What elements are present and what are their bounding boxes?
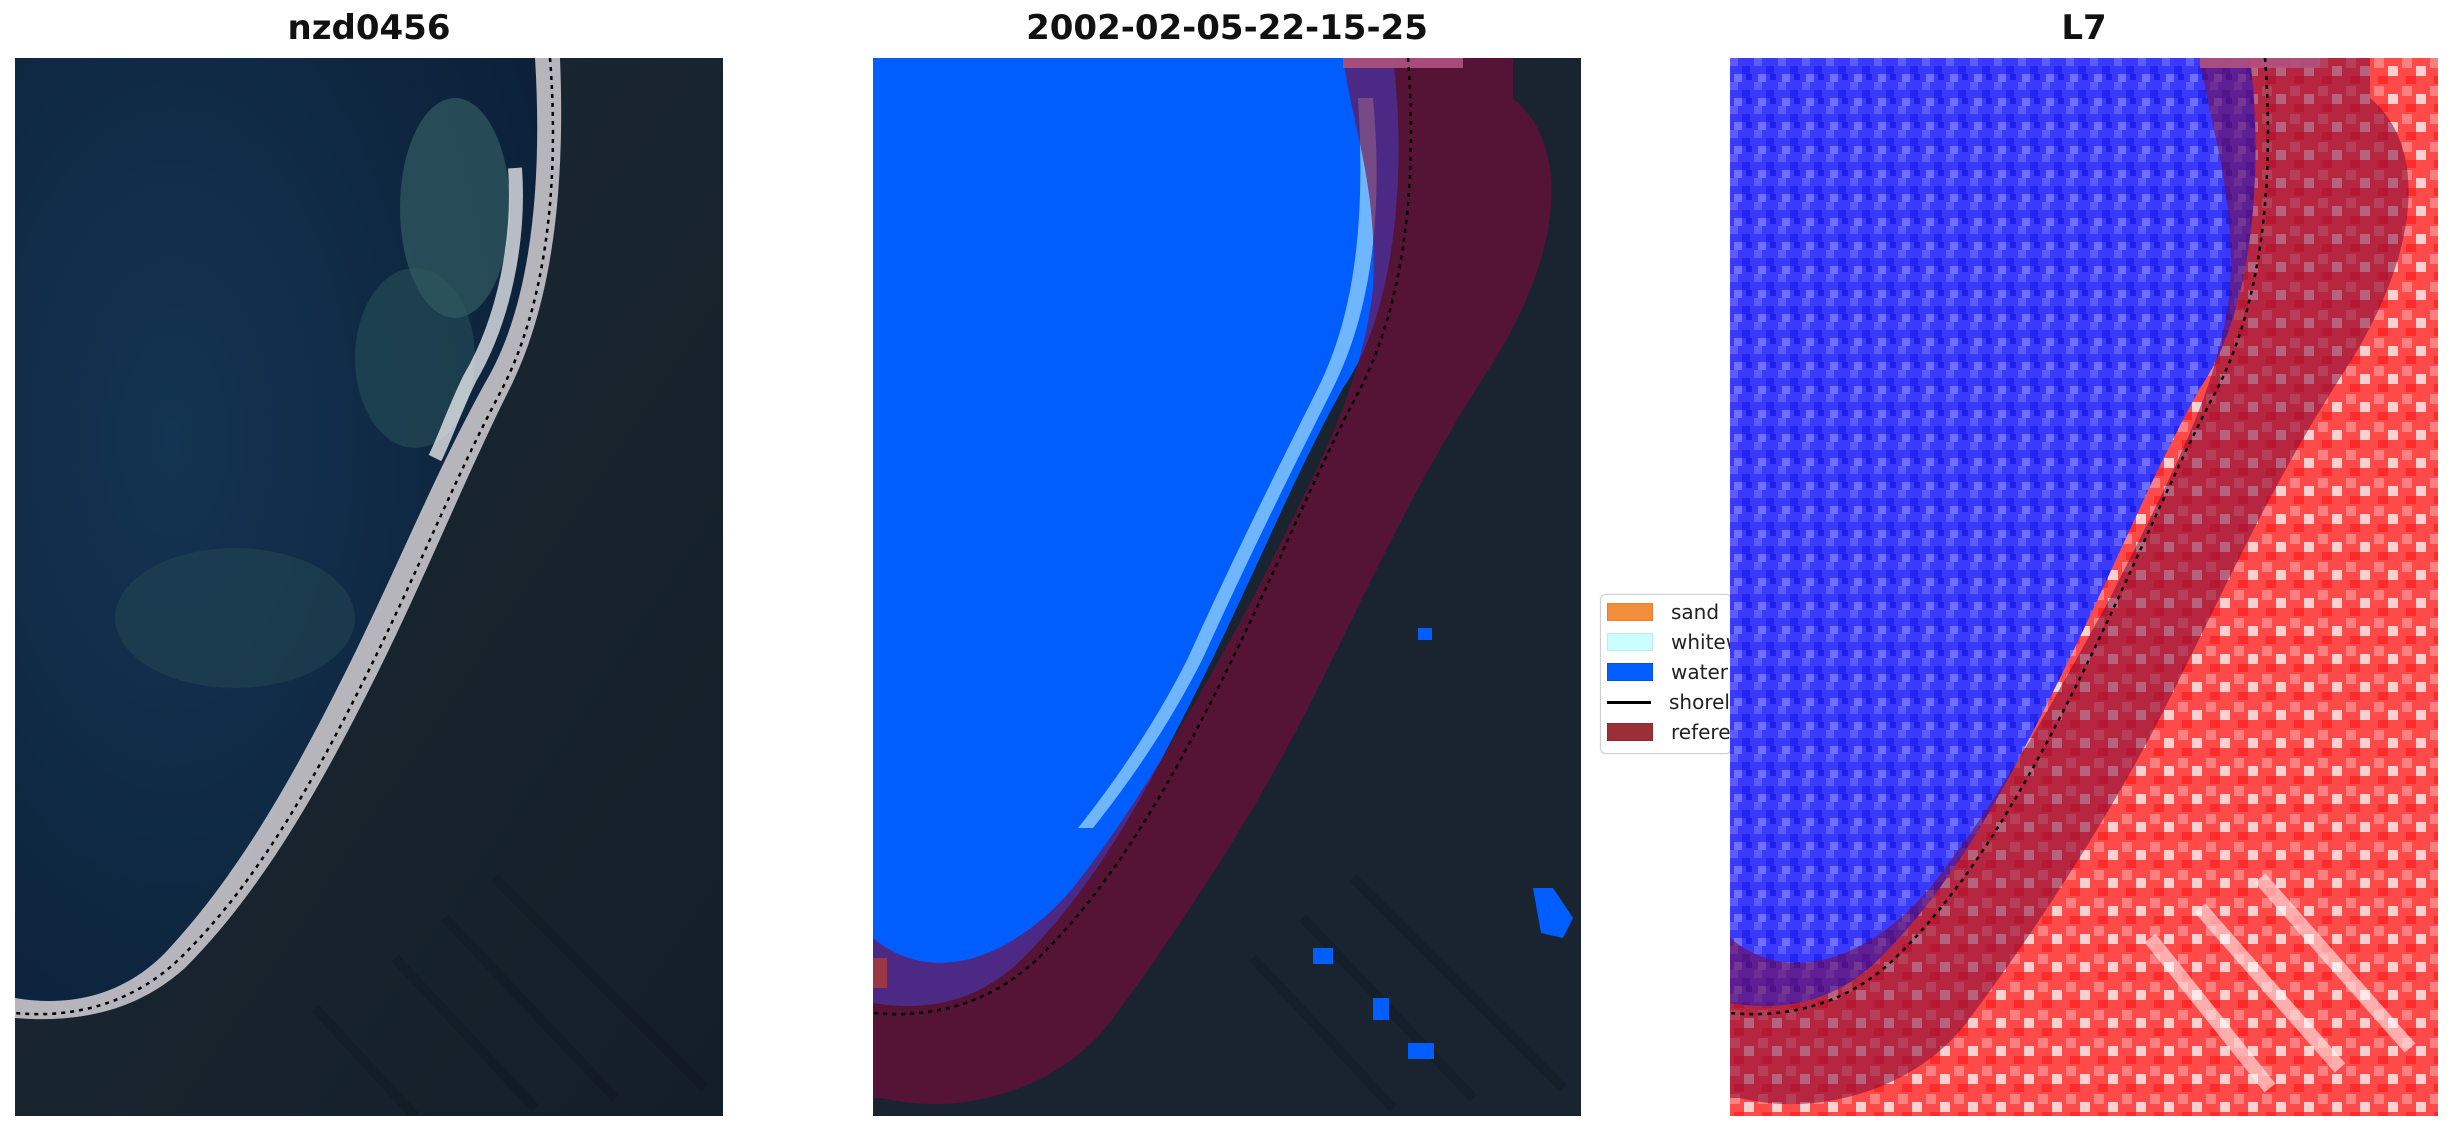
index-image-panel xyxy=(1730,58,2438,1116)
legend-item-water: water xyxy=(1607,659,1728,685)
legend-item-sand: sand xyxy=(1607,599,1719,625)
reference-buffer xyxy=(1730,58,2409,1105)
index-image xyxy=(1730,58,2438,1116)
legend-item-reference-buffer: reference shoreline buffer xyxy=(1607,719,1731,745)
panel-title-classification: 2002-02-05-22-15-25 xyxy=(1026,8,1428,48)
panel-title-index: L7 xyxy=(2061,8,2107,48)
legend-swatch-whitewater xyxy=(1607,633,1653,651)
shoreline-line xyxy=(1730,58,2270,1016)
legend-item-shoreline: shoreline xyxy=(1607,689,1731,715)
legend-swatch-reference-buffer xyxy=(1607,723,1653,741)
classification-image xyxy=(873,58,1581,1116)
panel-title-rgb: nzd0456 xyxy=(287,8,451,48)
rgb-image-panel xyxy=(15,58,723,1116)
reference-buffer xyxy=(873,58,1552,1105)
legend-swatch-sand xyxy=(1607,603,1653,621)
shoreline-line xyxy=(873,58,1413,1016)
legend-line-shoreline xyxy=(1607,700,1651,704)
legend-label: reference shoreline buffer xyxy=(1671,720,1731,744)
legend-label: sand xyxy=(1671,600,1720,624)
shoreline-line xyxy=(15,58,555,1016)
legend-label: shoreline xyxy=(1669,690,1731,714)
legend-swatch-water xyxy=(1607,663,1653,681)
classification-panel xyxy=(873,58,1581,1116)
rgb-image xyxy=(15,58,723,1116)
legend-label: water xyxy=(1671,660,1728,684)
